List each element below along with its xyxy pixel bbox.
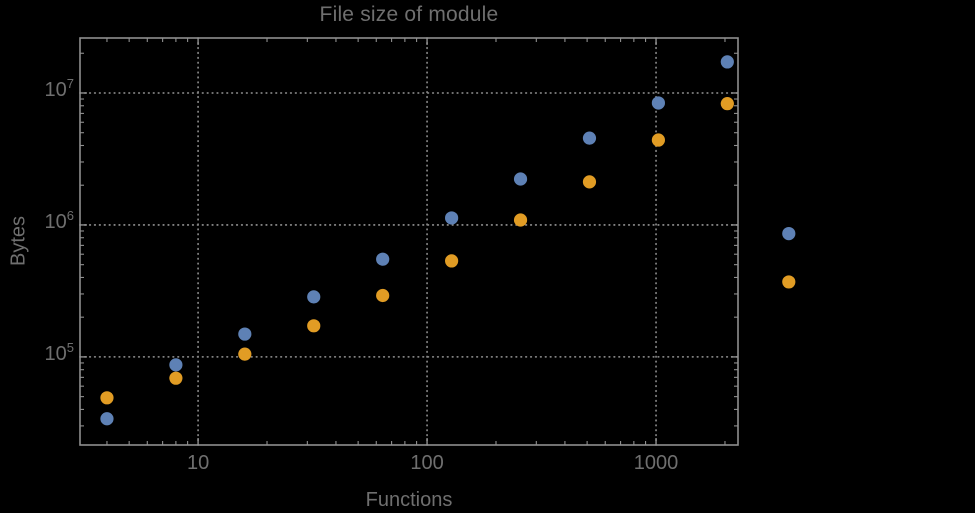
x-tick-label: 100	[410, 452, 444, 474]
y-tick-exponent: 6	[66, 207, 74, 223]
data-point	[513, 213, 528, 227]
data-point	[513, 172, 528, 186]
blue-legend-marker	[782, 226, 796, 241]
data-point	[445, 211, 459, 225]
data-point	[100, 391, 114, 405]
data-point	[169, 358, 183, 372]
plot-frame	[79, 37, 739, 446]
data-point	[100, 412, 114, 426]
data-point	[238, 347, 252, 361]
data-point	[445, 254, 459, 268]
y-tick-exponent: 7	[66, 75, 74, 91]
y-axis-label: Bytes	[7, 215, 30, 267]
data-point	[651, 133, 665, 147]
y-tick-label: 107	[44, 75, 74, 102]
y-tick-label: 105	[44, 339, 74, 366]
data-point	[376, 252, 390, 266]
data-point	[582, 131, 597, 145]
x-tick-label: 1000	[633, 452, 679, 474]
y-tick-exponent: 5	[66, 339, 74, 355]
data-point	[376, 288, 390, 303]
data-point	[720, 97, 734, 111]
chart-title: File size of module	[319, 3, 499, 26]
data-point	[238, 327, 252, 341]
data-point	[651, 96, 665, 110]
y-tick-base: 10	[44, 210, 67, 233]
y-tick-label: 106	[44, 207, 74, 234]
y-tick-base: 10	[44, 342, 67, 365]
data-point	[169, 371, 183, 385]
orange-legend-marker	[782, 275, 796, 289]
x-axis-label: Functions	[365, 489, 453, 511]
data-point	[582, 175, 597, 189]
data-point	[307, 319, 321, 333]
data-point	[720, 55, 734, 69]
y-tick-base: 10	[44, 78, 67, 101]
x-tick-label: 10	[186, 452, 210, 474]
data-point	[307, 290, 321, 304]
